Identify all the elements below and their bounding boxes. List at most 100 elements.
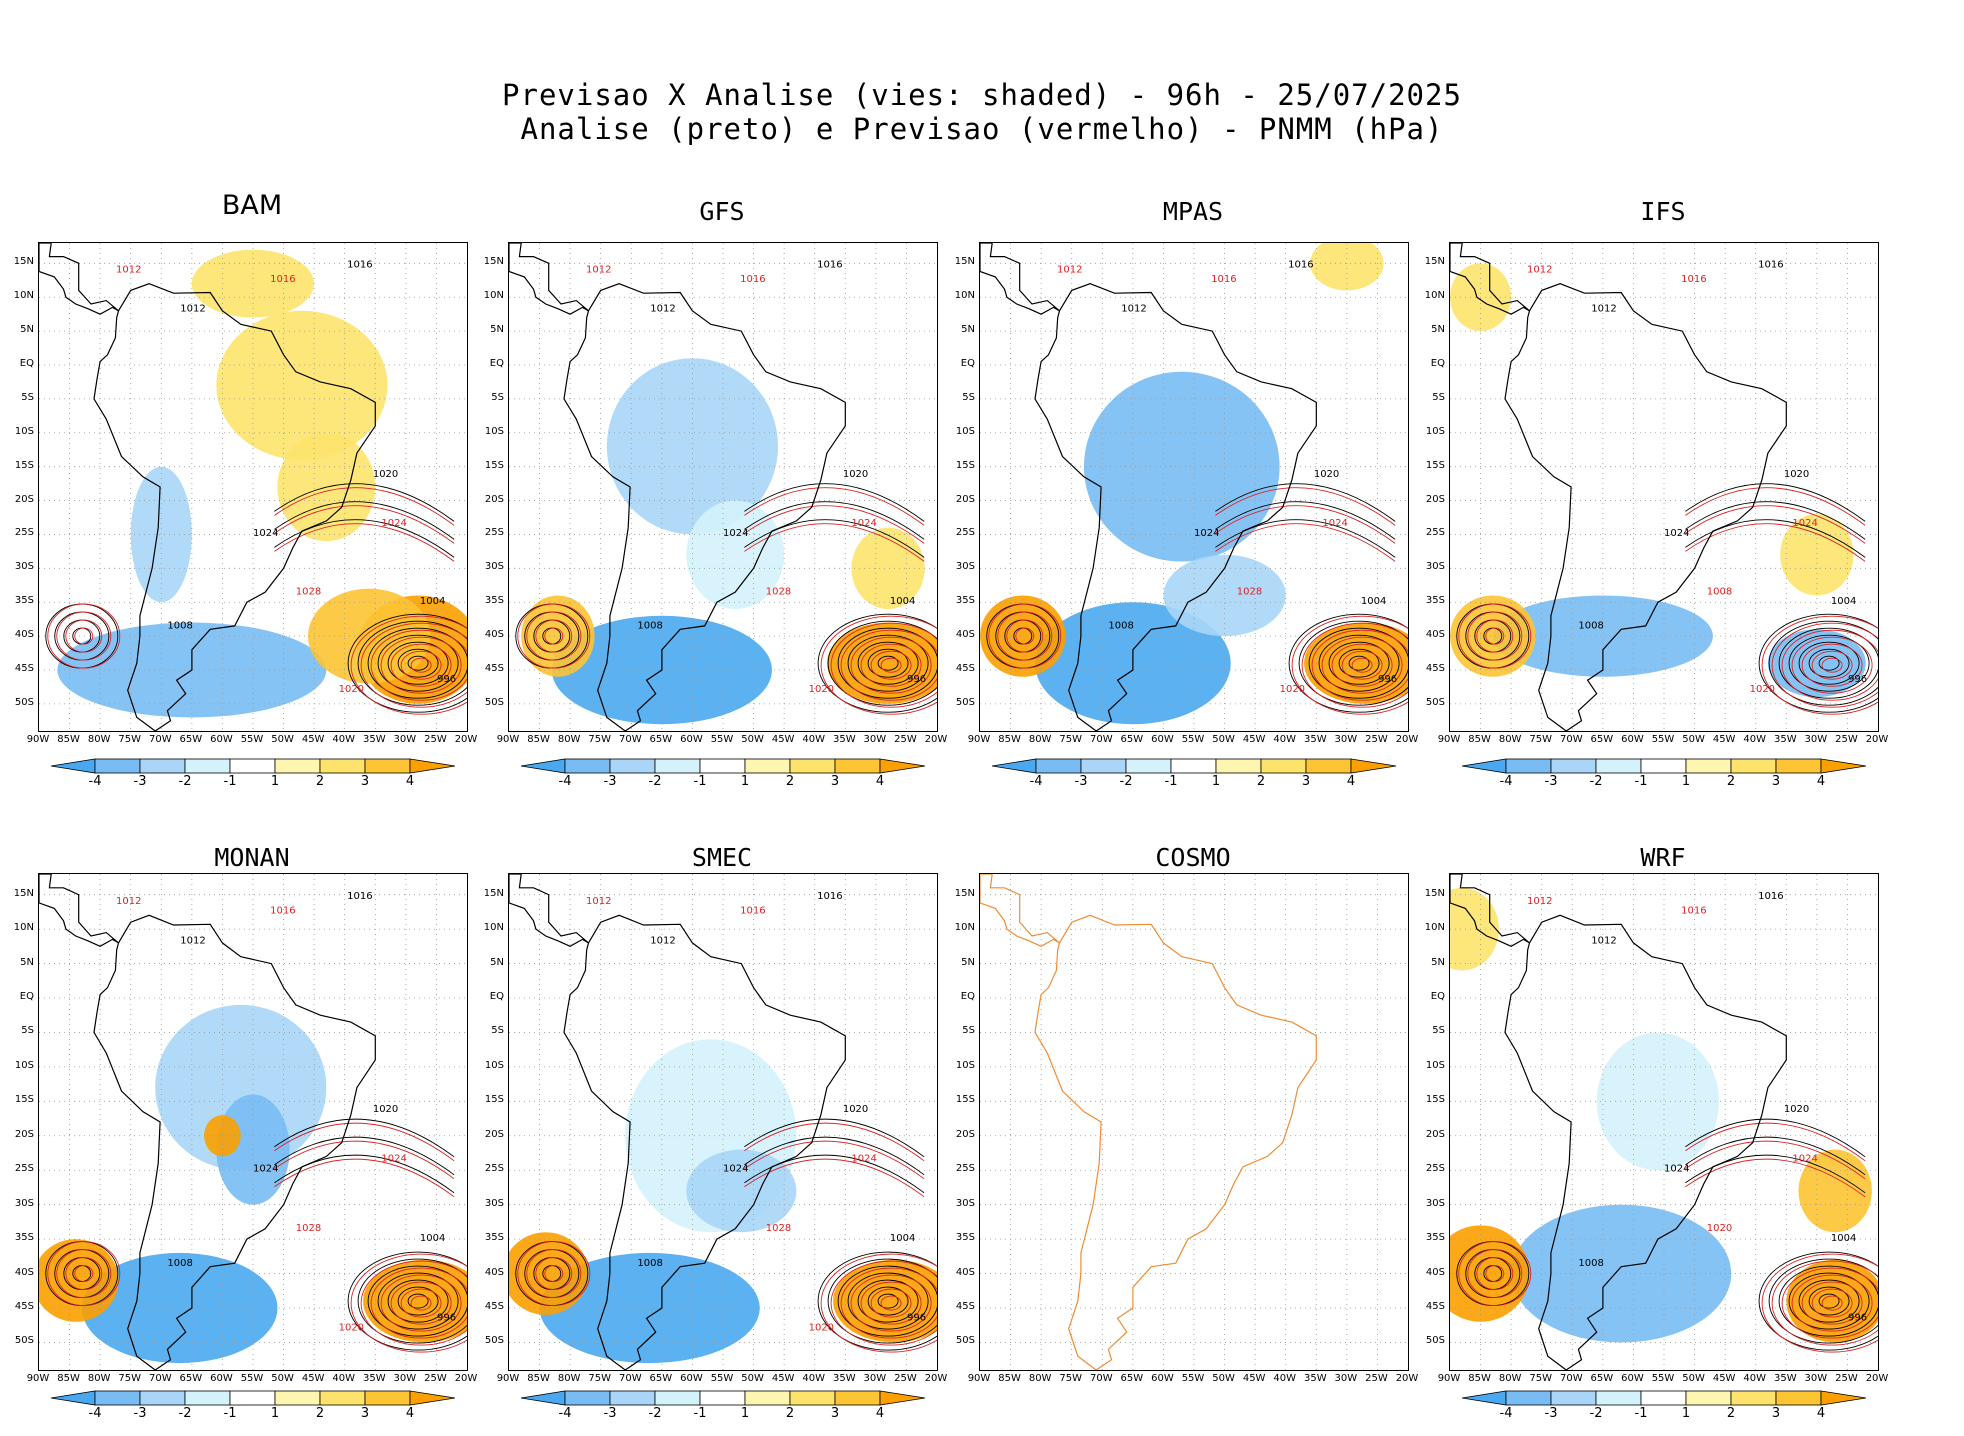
central-america-coastline xyxy=(39,243,119,315)
lon-tick-label: 20W xyxy=(924,1373,948,1384)
isobar-label-analysis: 996 xyxy=(1378,674,1397,685)
lon-tick-label: 55W xyxy=(710,1373,734,1384)
colorbar-tick-label: -2 xyxy=(1119,774,1133,789)
lon-tick-label: 55W xyxy=(1181,1373,1205,1384)
isobar xyxy=(1791,1274,1873,1332)
colorbar-segment xyxy=(94,1390,141,1406)
colorbar-segment xyxy=(991,758,1037,774)
isobar xyxy=(400,1288,442,1318)
colorbar-tick-label: 3 xyxy=(360,774,370,789)
lon-tick-label: 90W xyxy=(496,734,520,745)
colorbar-segment xyxy=(564,1390,611,1406)
colorbar-tick-label: 3 xyxy=(360,1406,370,1421)
colorbar-segment xyxy=(1461,1390,1507,1406)
lon-tick-label: 60W xyxy=(210,1373,233,1384)
colorbar-segment xyxy=(789,758,836,774)
colorbar-segment xyxy=(50,1390,96,1406)
lon-tick-label: 65W xyxy=(1590,734,1614,745)
lon-tick-label: 65W xyxy=(1120,1373,1144,1384)
isobar-label-analysis: 1020 xyxy=(1784,469,1809,480)
lat-tick-label: 45S xyxy=(955,1301,975,1312)
lat-tick-label: EQ xyxy=(1430,991,1445,1002)
lat-tick-label: 5S xyxy=(1432,1025,1445,1037)
isobar xyxy=(1341,650,1383,680)
bias-area xyxy=(363,1259,467,1343)
lat-tick-label: 5S xyxy=(1432,391,1445,403)
isobar xyxy=(1801,1281,1863,1325)
isobar xyxy=(1685,1118,1866,1158)
isobar xyxy=(1685,1136,1866,1176)
lon-tick-label: 20W xyxy=(454,1373,478,1384)
lon-tick-label: 25W xyxy=(424,1373,447,1384)
isobar xyxy=(840,629,937,701)
lat-tick-label: 35S xyxy=(484,1232,504,1244)
isobar-label-analysis: 1008 xyxy=(167,621,192,632)
isobar xyxy=(1685,1122,1866,1162)
lat-tick-label: 25S xyxy=(1425,527,1445,539)
lon-tick-label: 50W xyxy=(741,1373,764,1384)
lat-tick-label: 5N xyxy=(1431,956,1445,968)
lon-tick-label: 30W xyxy=(393,734,417,745)
isobar xyxy=(397,1286,439,1316)
isobar xyxy=(1288,613,1408,713)
isobar xyxy=(274,1122,455,1162)
lat-tick-label: 15S xyxy=(14,1094,34,1106)
isobar xyxy=(1467,611,1523,661)
isobar-label-forecast: 1028 xyxy=(296,1223,321,1234)
isobar xyxy=(1788,1272,1870,1330)
isobar xyxy=(1781,629,1878,701)
isobar-label-analysis: 996 xyxy=(1848,674,1867,685)
colorbar-ifs xyxy=(1461,758,1868,778)
lon-tick-label: 85W xyxy=(1468,1373,1491,1384)
isobar xyxy=(847,1272,929,1330)
colorbar-tick-label: 4 xyxy=(405,1406,415,1421)
colorbar-tick-label: -4 xyxy=(1499,1406,1513,1421)
isobar-label-forecast: 1024 xyxy=(381,1154,406,1165)
isobar xyxy=(1476,1257,1514,1291)
colorbar-tick-label: -1 xyxy=(693,774,707,789)
lon-tick-label: 35W xyxy=(832,1373,856,1384)
isobar xyxy=(380,636,462,694)
colorbar-tick-label: 2 xyxy=(1256,774,1266,789)
isobar xyxy=(357,1258,467,1344)
lon-tick-label: 80W xyxy=(1028,1373,1052,1384)
lat-tick-label: 45S xyxy=(955,663,975,674)
lon-tick-label: 25W xyxy=(1365,1373,1388,1384)
isobar-label-forecast: 1020 xyxy=(1750,684,1775,695)
isobar xyxy=(1298,620,1408,706)
isobar xyxy=(274,1136,455,1176)
isobar xyxy=(744,1122,925,1162)
colorbar-tick-label: -1 xyxy=(223,774,237,789)
isobar xyxy=(1761,615,1878,715)
lat-tick-label: EQ xyxy=(19,358,34,369)
isobar-label-forecast: 1016 xyxy=(740,906,765,917)
colorbar-tick-label: 1 xyxy=(1681,774,1691,789)
lon-tick-label: 80W xyxy=(557,734,581,745)
map-panel-bam: 1012 1016 1020 1024 1008 1004 996 1012 1016 1028 1… xyxy=(38,242,468,732)
lat-tick-label: 30S xyxy=(1425,1197,1445,1209)
lat-tick-label: 35S xyxy=(955,595,975,607)
lon-tick-label: 75W xyxy=(588,1373,612,1384)
isobar-label-analysis: 1004 xyxy=(1361,596,1386,607)
isobar-label-forecast: 1020 xyxy=(809,684,834,695)
isobar-label-forecast: 1012 xyxy=(586,896,611,907)
isobar xyxy=(274,501,455,540)
central-america-coastline xyxy=(980,874,1060,947)
isobar xyxy=(830,622,937,708)
map-panel-gfs: 1012 1016 1020 1024 1008 1004 996 1012 1016 1028 1… xyxy=(508,242,938,732)
lon-tick-label: 90W xyxy=(26,1373,50,1384)
colorbar-tick-label: -3 xyxy=(1074,774,1088,789)
isobar xyxy=(350,615,467,715)
isobar xyxy=(820,615,937,715)
lat-tick-label: 25S xyxy=(955,527,975,539)
lat-tick-label: 5S xyxy=(491,391,504,403)
colorbar-segment xyxy=(609,1390,656,1406)
lon-tick-label: 40W xyxy=(1743,1373,1767,1384)
lon-tick-label: 30W xyxy=(1804,734,1828,745)
isobar xyxy=(817,1251,937,1351)
lon-tick-label: 45W xyxy=(1712,734,1736,745)
colorbar-segment xyxy=(229,758,276,774)
isobar xyxy=(877,1293,899,1309)
lat-tick-label: 25S xyxy=(955,1163,975,1175)
isobar xyxy=(526,611,582,661)
